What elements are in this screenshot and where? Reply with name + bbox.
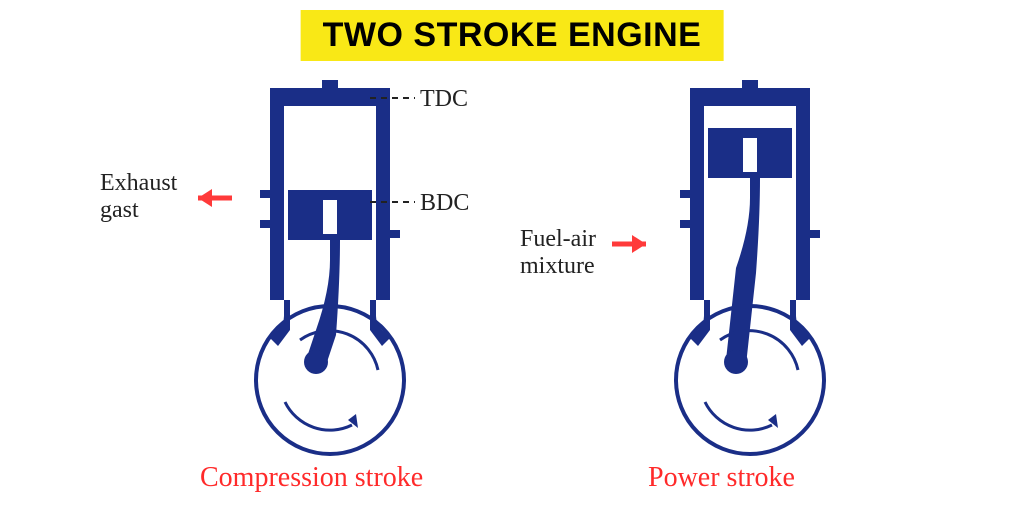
exhaust-label: Exhaust gast <box>100 170 177 224</box>
fuel-air-label: Fuel-air mixture <box>520 226 596 280</box>
bdc-label: BDC <box>420 190 469 217</box>
power-stroke-diagram <box>650 80 850 460</box>
dash-lines <box>0 0 1024 512</box>
title-text: TWO STROKE ENGINE <box>323 16 702 54</box>
title-banner: TWO STROKE ENGINE <box>301 10 724 61</box>
tdc-label: TDC <box>420 86 468 113</box>
flow-arrows <box>0 0 1024 512</box>
compression-caption: Compression stroke <box>200 462 423 494</box>
power-caption: Power stroke <box>648 462 795 494</box>
compression-stroke-diagram <box>230 80 430 460</box>
